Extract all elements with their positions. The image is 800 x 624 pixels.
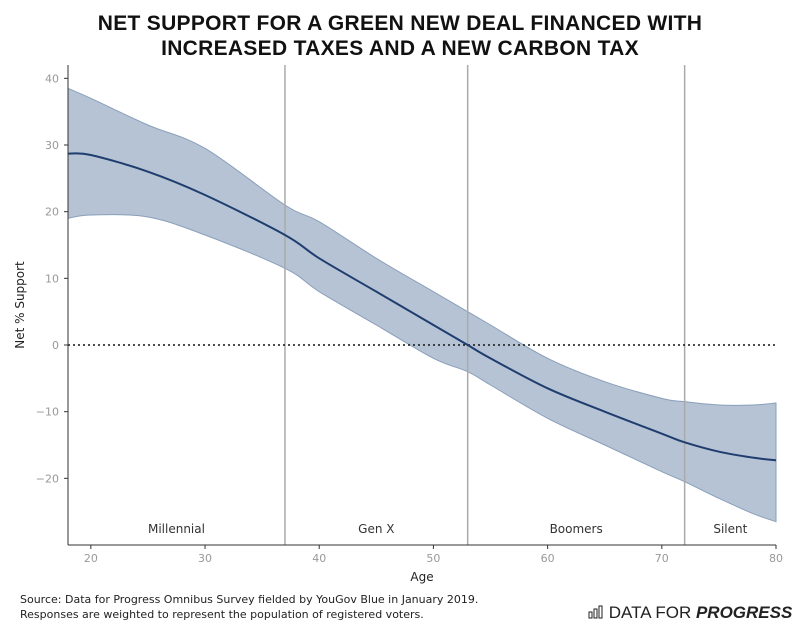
y-tick-label: 20: [45, 206, 59, 219]
y-tick-label: 30: [45, 139, 59, 152]
logo-bold-text: PROGRESS: [695, 603, 793, 622]
chart-title-line1: NET SUPPORT FOR A GREEN NEW DEAL FINANCE…: [97, 12, 703, 35]
y-axis-label: Net % Support: [13, 261, 27, 349]
y-tick-label: −10: [36, 406, 59, 419]
source-line1: Source: Data for Progress Omnibus Survey…: [20, 593, 479, 606]
data-for-progress-logo: DATA FOR PROGRESS: [588, 603, 792, 623]
generation-label: Boomers: [550, 522, 603, 536]
chart-title-line2: INCREASED TAXES AND A NEW CARBON TAX: [161, 37, 639, 60]
x-tick-label: 20: [84, 552, 98, 565]
y-tick-label: 10: [45, 272, 59, 285]
generation-label: Millennial: [148, 522, 205, 536]
y-tick-label: −20: [36, 472, 59, 485]
x-tick-label: 30: [198, 552, 212, 565]
x-tick-label: 60: [541, 552, 555, 565]
bar-chart-icon: [588, 605, 603, 619]
net-support-line: [67, 152, 777, 462]
y-tick-label: 40: [45, 72, 59, 85]
x-tick-label: 80: [769, 552, 783, 565]
source-line2: Responses are weighted to represent the …: [20, 608, 424, 621]
x-tick-label: 70: [655, 552, 669, 565]
generation-label: Gen X: [358, 522, 394, 536]
x-axis-label: Age: [410, 570, 433, 584]
y-tick-label: 0: [52, 339, 59, 352]
confidence-band: [67, 87, 777, 523]
logo-light-text: DATA FOR: [608, 603, 696, 622]
x-tick-label: 40: [312, 552, 326, 565]
generation-label: Silent: [713, 522, 747, 536]
x-tick-label: 50: [426, 552, 440, 565]
